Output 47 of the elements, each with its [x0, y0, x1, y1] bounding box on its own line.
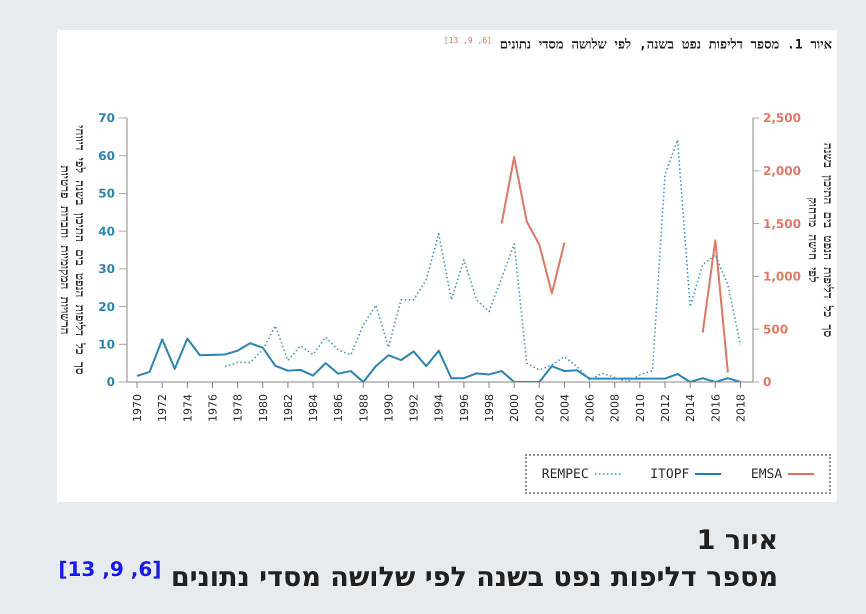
y2-tick-label: 0: [763, 375, 772, 390]
x-tick-label: 1982: [282, 394, 295, 422]
y-tick-label: 50: [98, 186, 115, 201]
y-tick-label: 60: [98, 148, 115, 163]
line-series: [136, 338, 742, 382]
y-tick-label: 10: [98, 337, 115, 352]
x-tick-label: 1984: [307, 394, 320, 422]
y2-tick-label: 2,500: [763, 111, 801, 126]
legend-label: REMPEC: [542, 466, 589, 482]
y2-tick-label: 500: [763, 322, 788, 336]
x-tick-label: 2016: [709, 394, 722, 422]
y-tick-label: 70: [98, 111, 115, 126]
x-tick-label: 2010: [634, 394, 647, 422]
legend-label: ITOPF: [650, 466, 690, 482]
x-tick-label: 2006: [584, 394, 597, 422]
x-tick-label: 1992: [408, 394, 421, 422]
x-tick-label: 2000: [508, 394, 522, 422]
y-tick-label: 40: [98, 224, 115, 238]
text: איור 1: [696, 525, 778, 556]
x-tick-label: 1980: [256, 394, 270, 422]
x-tick-label: 1986: [332, 394, 346, 422]
y-axis-title: סך כל דליפות הנפט בים התיכון בשנה לפי דיווחי הרשויות המקומיות וחברות פרטיות: [57, 124, 87, 377]
y2-tick-label: 1,000: [763, 270, 801, 284]
x-tick-label: 1972: [156, 394, 170, 422]
x-tick-label: 2004: [558, 394, 572, 422]
x-tick-label: 1998: [483, 394, 496, 422]
y2-tick-label: 2,000: [763, 164, 801, 178]
x-tick-label: 1994: [432, 394, 446, 422]
y2-axis-title: סך כל דליפות הנפט בים התיכון בשנה לפי חישה מרחוק: [805, 142, 835, 340]
x-tick-label: 1978: [232, 394, 245, 422]
y-tick-label: 0: [106, 375, 115, 390]
x-tick-label: 2018: [734, 394, 748, 422]
x-tick-label: 2002: [533, 394, 546, 422]
line-series: [224, 139, 742, 382]
x-tick-label: 2014: [684, 394, 698, 422]
x-tick-label: 1988: [357, 394, 370, 422]
x-tick-label: 1974: [181, 394, 194, 422]
x-tick-label: 1990: [382, 394, 396, 422]
legend-label: EMSA: [750, 466, 782, 482]
x-tick-label: 2012: [659, 394, 672, 422]
y2-tick-label: 1,500: [763, 216, 801, 231]
x-tick-label: 1976: [206, 394, 220, 422]
x-tick-label: 2008: [608, 394, 622, 422]
x-tick-label: 1970: [131, 394, 144, 422]
x-tick-label: 1996: [458, 394, 471, 422]
y-tick-label: 30: [98, 262, 115, 276]
y-tick-label: 20: [98, 300, 115, 314]
